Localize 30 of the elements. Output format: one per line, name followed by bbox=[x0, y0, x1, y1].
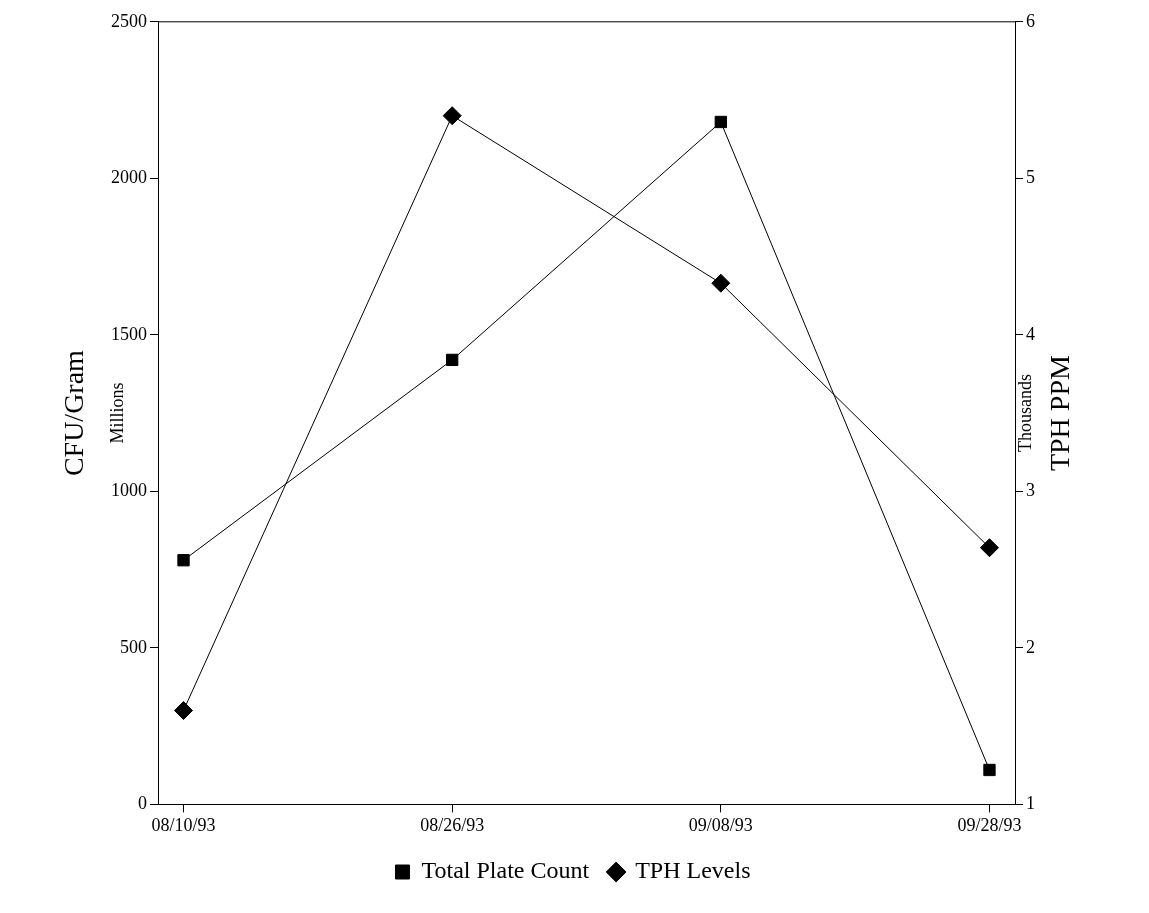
y2-axis-title: TPH PPM bbox=[1044, 355, 1076, 472]
x-tick-label: 08/10/93 bbox=[151, 814, 216, 835]
y-axis-title: CFU/Gram bbox=[58, 349, 90, 477]
y2-tick-label: 2 bbox=[1026, 636, 1035, 657]
y-tick-label: 1000 bbox=[111, 480, 147, 501]
y-tick-label: 1500 bbox=[111, 323, 147, 344]
legend-label: Total Plate Count bbox=[421, 857, 590, 884]
point bbox=[979, 538, 999, 558]
point bbox=[446, 353, 459, 367]
point bbox=[442, 106, 462, 126]
point bbox=[714, 115, 727, 129]
text: Millions bbox=[106, 382, 127, 444]
y2-tick-label: 1 bbox=[1026, 793, 1035, 814]
y-tick-label: 0 bbox=[138, 793, 147, 814]
annotation: Thousands bbox=[1014, 374, 1035, 453]
y2-tick-label: 4 bbox=[1026, 323, 1035, 344]
point bbox=[174, 700, 194, 720]
legend-label: TPH Levels bbox=[635, 857, 751, 884]
x-tick-label: 09/28/93 bbox=[957, 814, 1022, 835]
y-tick-label: 2500 bbox=[111, 10, 147, 31]
x-tick-label: 09/08/93 bbox=[688, 814, 753, 835]
y2-tick-label: 5 bbox=[1026, 167, 1035, 188]
y2-tick-label: 3 bbox=[1026, 480, 1035, 501]
point bbox=[711, 273, 731, 293]
point bbox=[983, 763, 996, 777]
y-tick-label: 2000 bbox=[111, 167, 147, 188]
y2-tick-label: 6 bbox=[1026, 10, 1035, 31]
y-tick-label: 500 bbox=[120, 636, 147, 657]
x-tick-label: 08/26/93 bbox=[420, 814, 485, 835]
point bbox=[177, 554, 190, 567]
